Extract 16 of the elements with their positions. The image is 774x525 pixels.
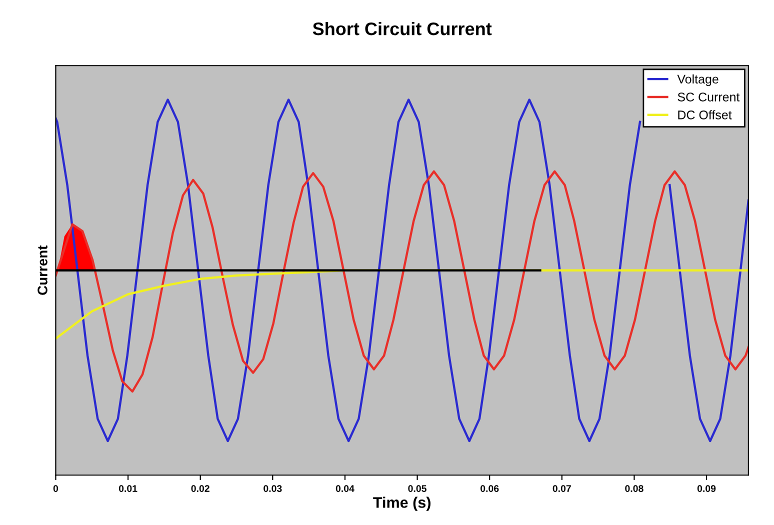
legend-label: SC Current [678, 92, 740, 102]
x-tick-label: 0.09 [697, 485, 716, 492]
chart-title: Short Circuit Current [312, 22, 492, 36]
x-tick-label: 0.01 [118, 485, 138, 492]
x-tick-label: 0.04 [336, 485, 354, 492]
legend-label: DC Offset [678, 110, 732, 120]
x-tick-label: 0.02 [191, 485, 210, 492]
y-axis-title: Current [38, 245, 48, 295]
x-tick-label: 0.05 [408, 485, 426, 492]
x-tick-label: 0.06 [480, 485, 499, 492]
x-tick-label: 0.03 [264, 485, 282, 492]
x-tick-label: 0 [53, 485, 58, 492]
legend-label: Voltage [677, 74, 718, 86]
x-tick-label: 0.08 [625, 485, 644, 492]
x-tick-label: 0.07 [552, 485, 571, 492]
x-axis-title: Time (s) [373, 496, 430, 511]
